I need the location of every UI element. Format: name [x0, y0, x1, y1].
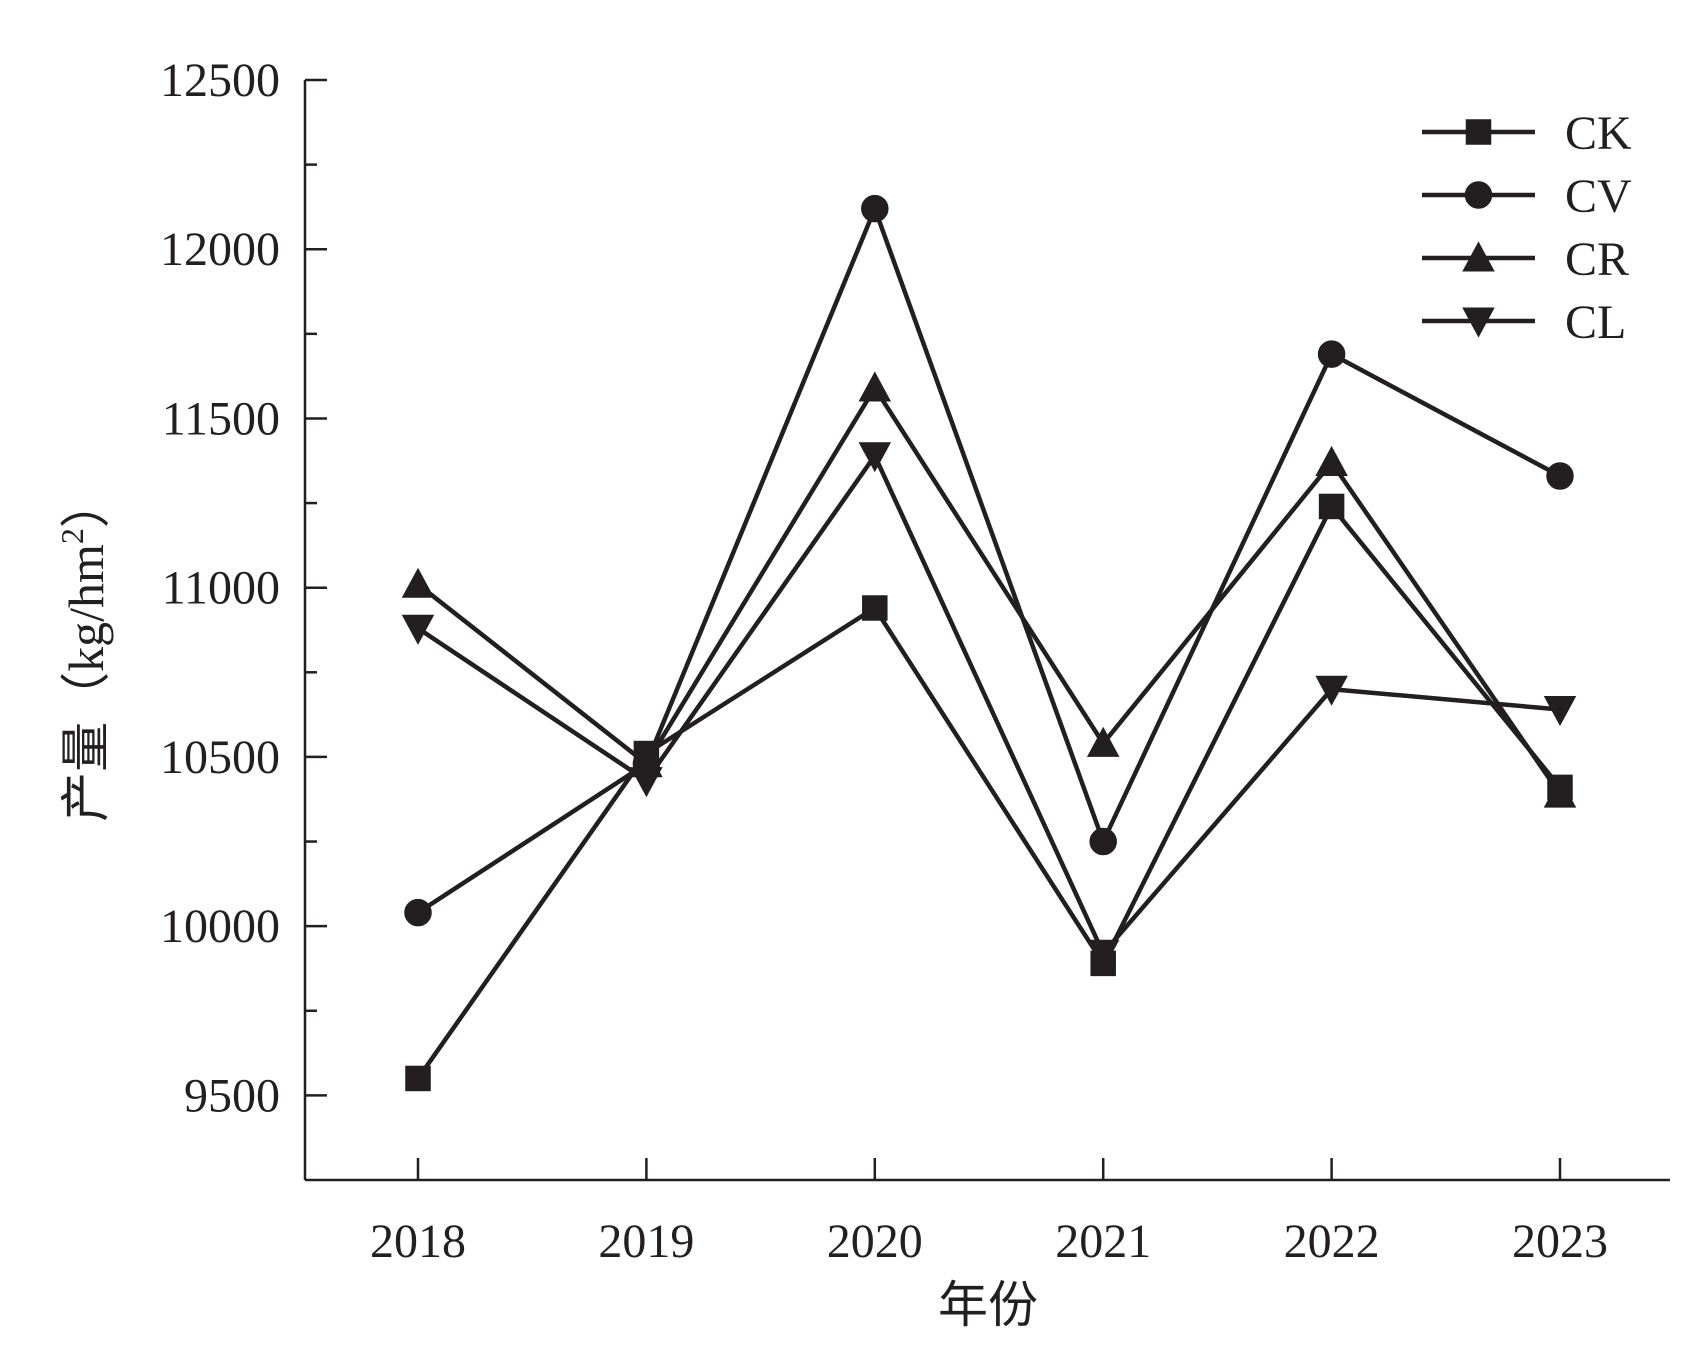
data-point-cr — [1543, 777, 1577, 808]
x-tick-label: 2022 — [1284, 1215, 1380, 1268]
data-point-cv — [1317, 340, 1346, 368]
data-point-cl — [630, 767, 663, 798]
y-axis-title-main: 产量（ — [57, 672, 115, 822]
legend-label: CV — [1565, 170, 1632, 223]
data-point-ck — [405, 1065, 431, 1092]
series-layer — [401, 194, 1577, 1092]
series-line-cr — [416, 383, 1562, 796]
legend-marker-cr — [1462, 241, 1495, 272]
data-point-cl — [1086, 939, 1120, 970]
y-tick-label: 12000 — [160, 223, 280, 276]
series-ck — [405, 493, 1573, 1092]
x-tick-label: 2018 — [370, 1215, 466, 1268]
series-cl — [401, 442, 1577, 970]
legend: CK CV CR CL — [1422, 107, 1632, 349]
data-point-ck — [1318, 493, 1345, 520]
legend-marker-cl — [1462, 307, 1495, 338]
legend-label: CK — [1565, 107, 1632, 160]
series-line-ck — [416, 502, 1562, 1080]
legend-item-cr: CR — [1422, 233, 1629, 286]
legend-item-cl: CL — [1422, 296, 1626, 349]
data-point-cr — [1315, 445, 1348, 476]
series-line-cl — [416, 451, 1561, 958]
y-axis-title-close: ） — [57, 478, 115, 528]
data-point-cl — [1543, 696, 1577, 727]
y-tick-label: 12500 — [160, 54, 280, 107]
data-point-cr — [401, 567, 435, 598]
x-tick-label: 2019 — [598, 1215, 694, 1268]
series-cr — [401, 371, 1577, 808]
legend-item-cv: CV — [1422, 170, 1632, 223]
data-point-ck — [862, 595, 888, 621]
data-point-cv — [1089, 827, 1117, 856]
y-tick-label: 10000 — [160, 900, 280, 953]
x-ticks: 2018 2019 2020 2021 2022 2023 — [370, 1158, 1608, 1268]
legend-marker-ck — [1465, 119, 1492, 145]
y-axis-title: 产量（kg/hm2） — [54, 478, 115, 822]
series-line-cv — [416, 202, 1562, 915]
y-tick-label: 10500 — [160, 731, 280, 784]
y-tick-label: 11500 — [162, 392, 280, 445]
x-tick-label: 2023 — [1512, 1215, 1608, 1268]
y-tick-label: 9500 — [184, 1069, 280, 1122]
y-axis-title-unit: kg/hm — [58, 544, 114, 672]
x-axis-title: 年份 — [938, 1276, 1038, 1334]
data-point-cl — [401, 614, 435, 645]
data-point-cv — [404, 898, 432, 927]
data-point-cr — [858, 371, 892, 402]
data-point-cv — [1546, 462, 1574, 490]
y-axis-title-sup: 2 — [54, 528, 90, 544]
y-ticks: 9500 10000 10500 11000 11500 12000 12500 — [160, 54, 327, 1122]
data-point-cl — [1315, 675, 1348, 706]
data-point-cr — [1086, 726, 1120, 757]
legend-label: CL — [1565, 296, 1626, 349]
x-tick-label: 2020 — [827, 1215, 923, 1268]
legend-marker-cv — [1464, 181, 1493, 209]
legend-label: CR — [1565, 233, 1629, 286]
y-tick-label: 11000 — [162, 562, 280, 615]
data-point-cl — [858, 442, 892, 473]
x-tick-label: 2021 — [1055, 1215, 1151, 1268]
legend-item-ck: CK — [1422, 107, 1632, 160]
data-point-cv — [861, 194, 889, 223]
